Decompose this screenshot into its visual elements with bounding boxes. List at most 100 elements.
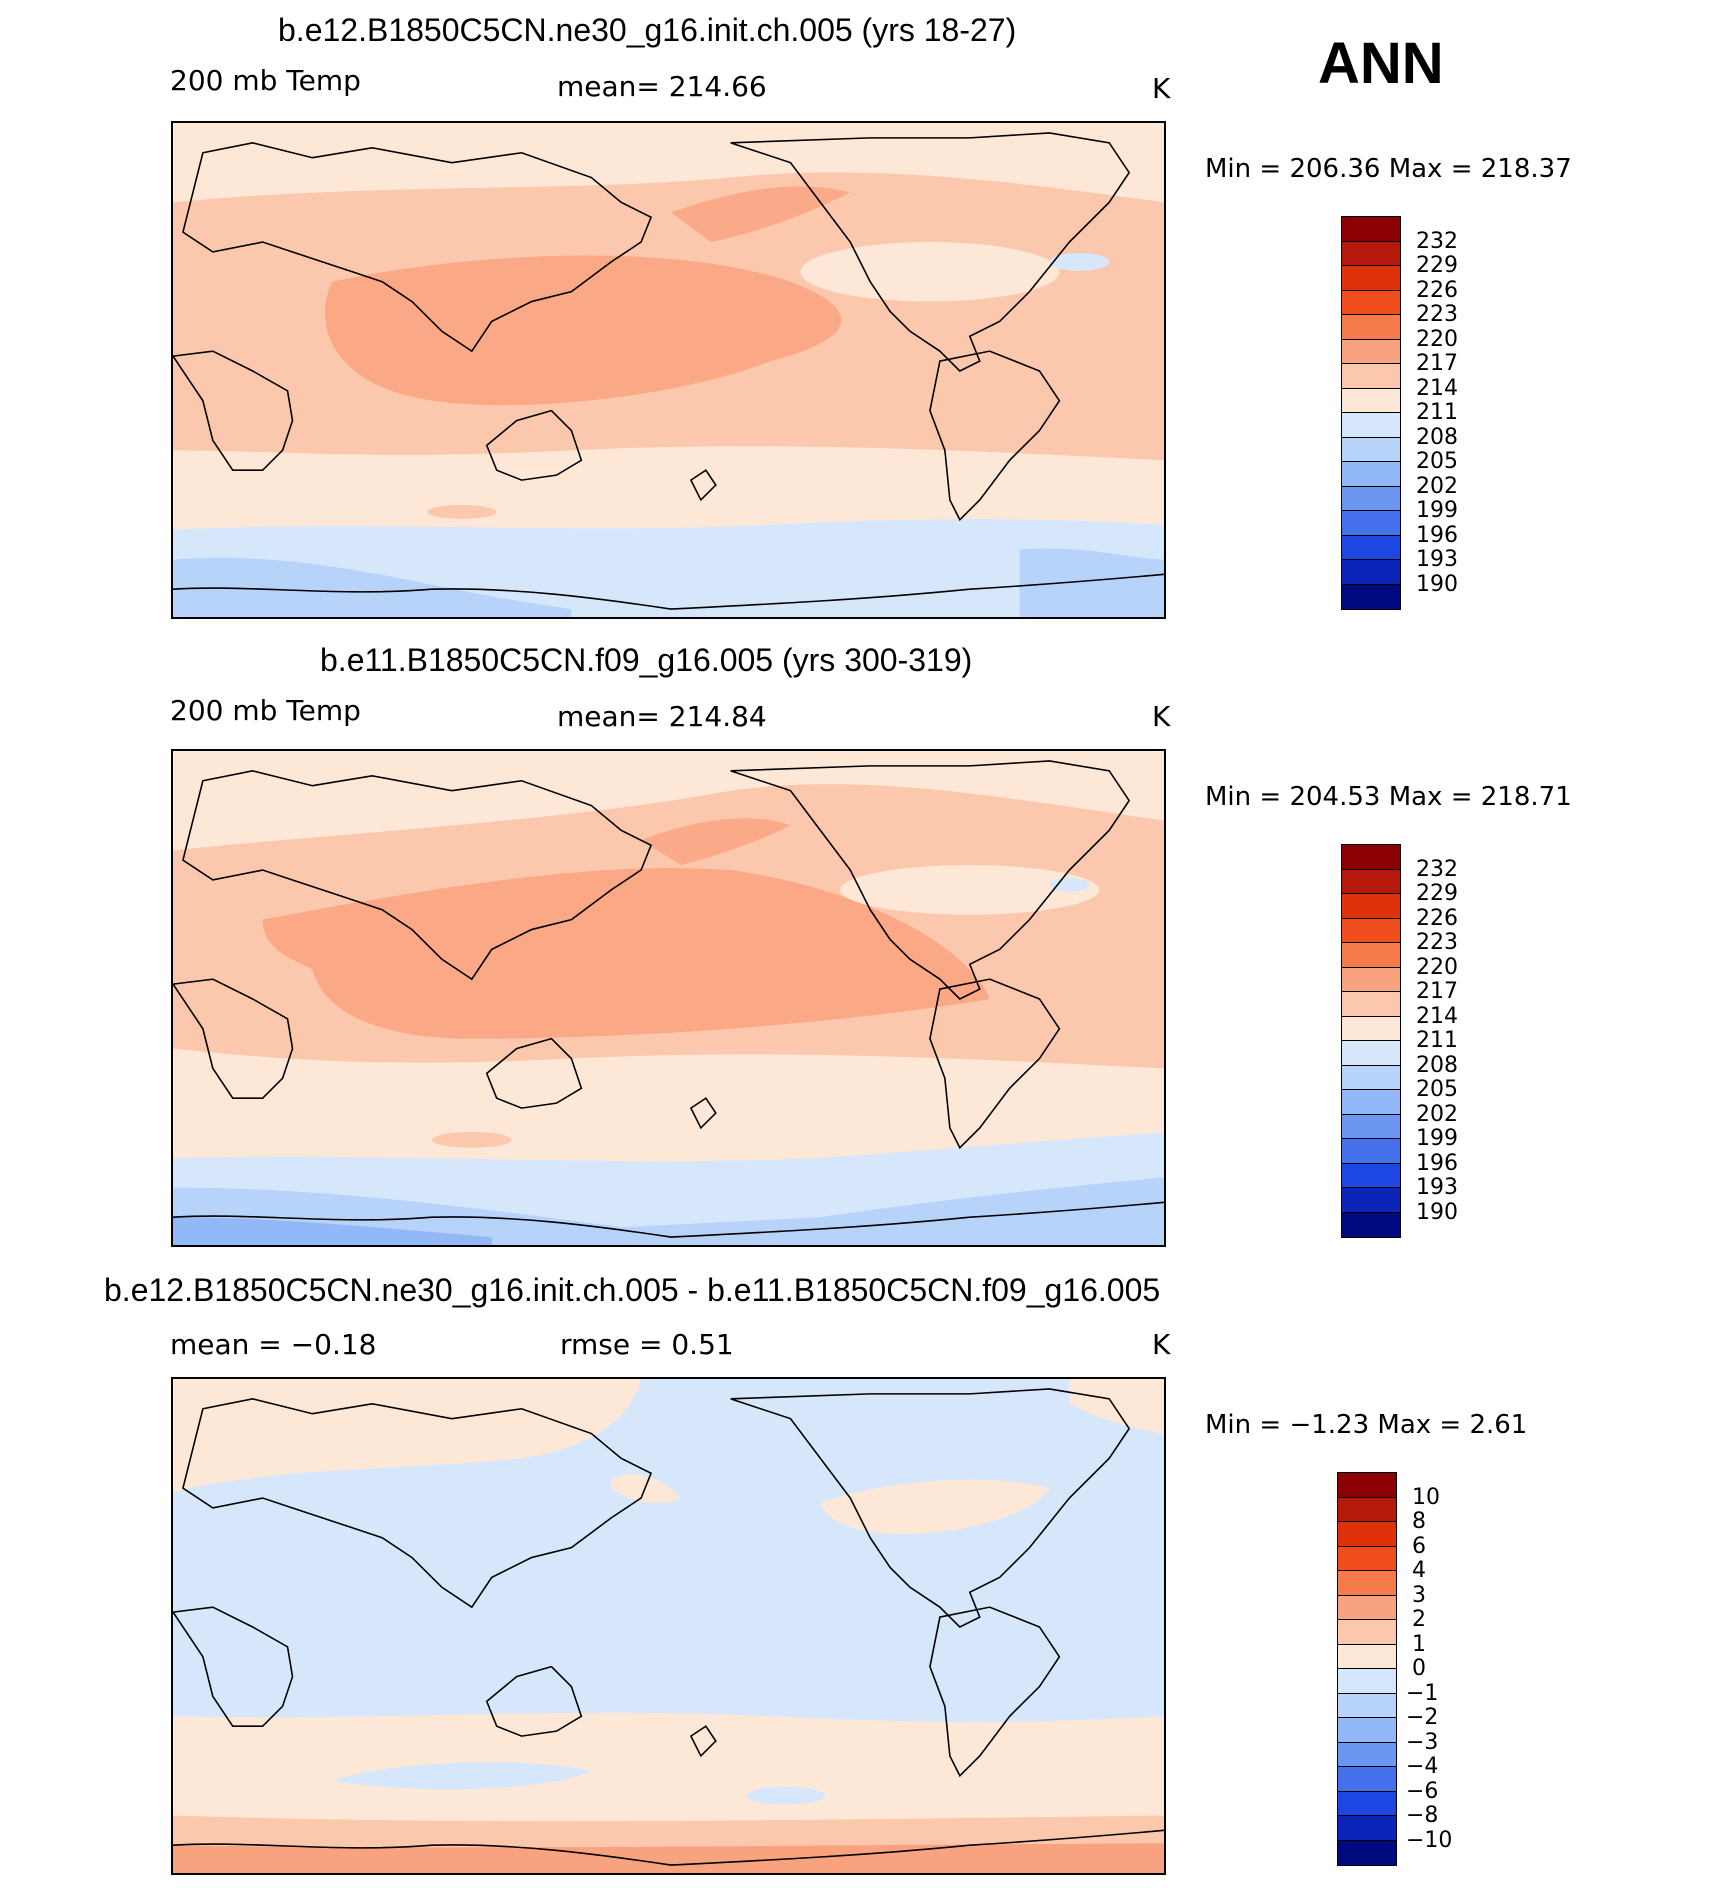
panel2-colorbar-tick: 205: [1416, 1077, 1458, 1102]
panel1-colorbar-swatch: [1342, 560, 1400, 585]
panel1-colorbar-swatch: [1342, 511, 1400, 536]
panel2-minmax: Min = 204.53 Max = 218.71: [1205, 782, 1572, 812]
panel2-colorbar-swatch: [1342, 1041, 1400, 1066]
panel1-colorbar-swatch: [1342, 290, 1400, 315]
panel3-contours: [173, 1379, 1164, 1873]
panel2-colorbar-tick: 211: [1416, 1028, 1458, 1053]
panel2-title: b.e11.B1850C5CN.f09_g16.005 (yrs 300-319…: [320, 642, 973, 678]
panel3-colorbar-swatch: [1338, 1595, 1396, 1620]
panel1-colorbar-swatch: [1342, 315, 1400, 340]
panel3-colorbar-tick: 3: [1412, 1583, 1426, 1608]
panel3-colorbar-swatch: [1338, 1840, 1396, 1865]
panel1-colorbar-swatch: [1342, 217, 1400, 242]
panel1-colorbar-tick: 220: [1416, 327, 1458, 352]
panel2-colorbar-tick: 217: [1416, 979, 1458, 1004]
panel2-colorbar-swatch: [1342, 869, 1400, 894]
panel1-colorbar-swatch: [1342, 462, 1400, 487]
panel3-map: [171, 1377, 1166, 1875]
panel1-variable: 200 mb Temp: [170, 64, 361, 97]
panel1-colorbar-swatch: [1342, 266, 1400, 291]
panel1-colorbar-tick: 196: [1416, 523, 1458, 548]
panel2-colorbar-swatch: [1342, 943, 1400, 968]
panel2-colorbar-tick: 220: [1416, 955, 1458, 980]
panel1-colorbar-tick: 193: [1416, 547, 1458, 572]
panel3-colorbar-swatch: [1338, 1473, 1396, 1498]
panel3-colorbar-swatch: [1338, 1718, 1396, 1743]
panel2-colorbar-tick: 190: [1416, 1200, 1458, 1225]
panel3-colorbar-tick: −2: [1406, 1705, 1439, 1730]
panel2-colorbar-swatch: [1342, 1212, 1400, 1237]
panel1-colorbar-tick: 190: [1416, 572, 1458, 597]
panel2-colorbar-tick: 196: [1416, 1151, 1458, 1176]
panel3-rmse: rmse = 0.51: [560, 1328, 734, 1361]
panel2-colorbar-swatch: [1342, 992, 1400, 1017]
panel1-units: K: [1152, 72, 1171, 105]
panel2-colorbar-tick: 226: [1416, 906, 1458, 931]
panel1-colorbar: [1341, 216, 1401, 610]
panel2-mean: mean= 214.84: [557, 700, 767, 733]
panel2-colorbar-swatch: [1342, 1139, 1400, 1164]
panel3-colorbar-swatch: [1338, 1546, 1396, 1571]
panel1-map: [171, 121, 1166, 619]
panel2-colorbar-swatch: [1342, 967, 1400, 992]
panel2-colorbar-swatch: [1342, 845, 1400, 870]
panel2-colorbar-swatch: [1342, 1114, 1400, 1139]
panel3-colorbar-tick: −3: [1406, 1730, 1439, 1755]
panel3-colorbar-swatch: [1338, 1669, 1396, 1694]
panel2-colorbar-tick: 223: [1416, 930, 1458, 955]
panel1-colorbar-tick: 232: [1416, 229, 1458, 254]
panel2-colorbar: [1341, 844, 1401, 1238]
panel3-colorbar-tick: 8: [1412, 1509, 1426, 1534]
panel2-colorbar-swatch: [1342, 1090, 1400, 1115]
panel1-colorbar-swatch: [1342, 584, 1400, 609]
panel3-colorbar-tick: 2: [1412, 1607, 1426, 1632]
panel3-colorbar-swatch: [1338, 1742, 1396, 1767]
panel2-colorbar-tick: 229: [1416, 881, 1458, 906]
panel1-colorbar-tick: 229: [1416, 253, 1458, 278]
panel1-title: b.e12.B1850C5CN.ne30_g16.init.ch.005 (yr…: [278, 12, 1017, 48]
panel2-variable: 200 mb Temp: [170, 694, 361, 727]
panel2-colorbar-swatch: [1342, 1065, 1400, 1090]
panel2-colorbar-tick: 208: [1416, 1053, 1458, 1078]
panel3-colorbar-swatch: [1338, 1620, 1396, 1645]
panel2-colorbar-tick: 199: [1416, 1126, 1458, 1151]
panel3-colorbar-tick: 0: [1412, 1656, 1426, 1681]
panel1-colorbar-tick: 211: [1416, 400, 1458, 425]
panel3-colorbar-swatch: [1338, 1816, 1396, 1841]
panel2-colorbar-swatch: [1342, 1163, 1400, 1188]
panel1-mean: mean= 214.66: [557, 70, 767, 103]
panel1-colorbar-swatch: [1342, 437, 1400, 462]
panel2-colorbar-swatch: [1342, 1188, 1400, 1213]
panel3-colorbar-tick: 1: [1412, 1632, 1426, 1657]
panel1-colorbar-tick: 217: [1416, 351, 1458, 376]
panel3-colorbar-swatch: [1338, 1497, 1396, 1522]
panel2-map: [171, 749, 1166, 1247]
panel3-colorbar-swatch: [1338, 1791, 1396, 1816]
panel3-colorbar-swatch: [1338, 1522, 1396, 1547]
panel3-mean: mean = −0.18: [170, 1328, 377, 1361]
panel3-colorbar-tick: 10: [1412, 1485, 1440, 1510]
panel3-minmax: Min = −1.23 Max = 2.61: [1205, 1410, 1528, 1440]
panel3-colorbar-swatch: [1338, 1693, 1396, 1718]
panel3-title: b.e12.B1850C5CN.ne30_g16.init.ch.005 - b…: [104, 1272, 1161, 1308]
panel3-units: K: [1152, 1328, 1171, 1361]
panel3-colorbar-swatch: [1338, 1571, 1396, 1596]
panel3-colorbar-tick: −6: [1406, 1779, 1439, 1804]
panel3-colorbar: [1337, 1472, 1397, 1866]
panel3-colorbar-swatch: [1338, 1644, 1396, 1669]
panel1-colorbar-tick: 199: [1416, 498, 1458, 523]
panel1-colorbar-swatch: [1342, 388, 1400, 413]
panel1-colorbar-tick: 214: [1416, 376, 1458, 401]
panel2-colorbar-tick: 202: [1416, 1102, 1458, 1127]
panel1-colorbar-tick: 202: [1416, 474, 1458, 499]
panel2-colorbar-swatch: [1342, 918, 1400, 943]
panel1-colorbar-tick: 205: [1416, 449, 1458, 474]
panel2-colorbar-tick: 232: [1416, 857, 1458, 882]
panel2-colorbar-swatch: [1342, 894, 1400, 919]
panel2-colorbar-swatch: [1342, 1016, 1400, 1041]
panel1-colorbar-swatch: [1342, 364, 1400, 389]
panel1-colorbar-swatch: [1342, 413, 1400, 438]
panel1-colorbar-swatch: [1342, 339, 1400, 364]
panel1-colorbar-tick: 223: [1416, 302, 1458, 327]
panel2-contours: [173, 751, 1164, 1245]
